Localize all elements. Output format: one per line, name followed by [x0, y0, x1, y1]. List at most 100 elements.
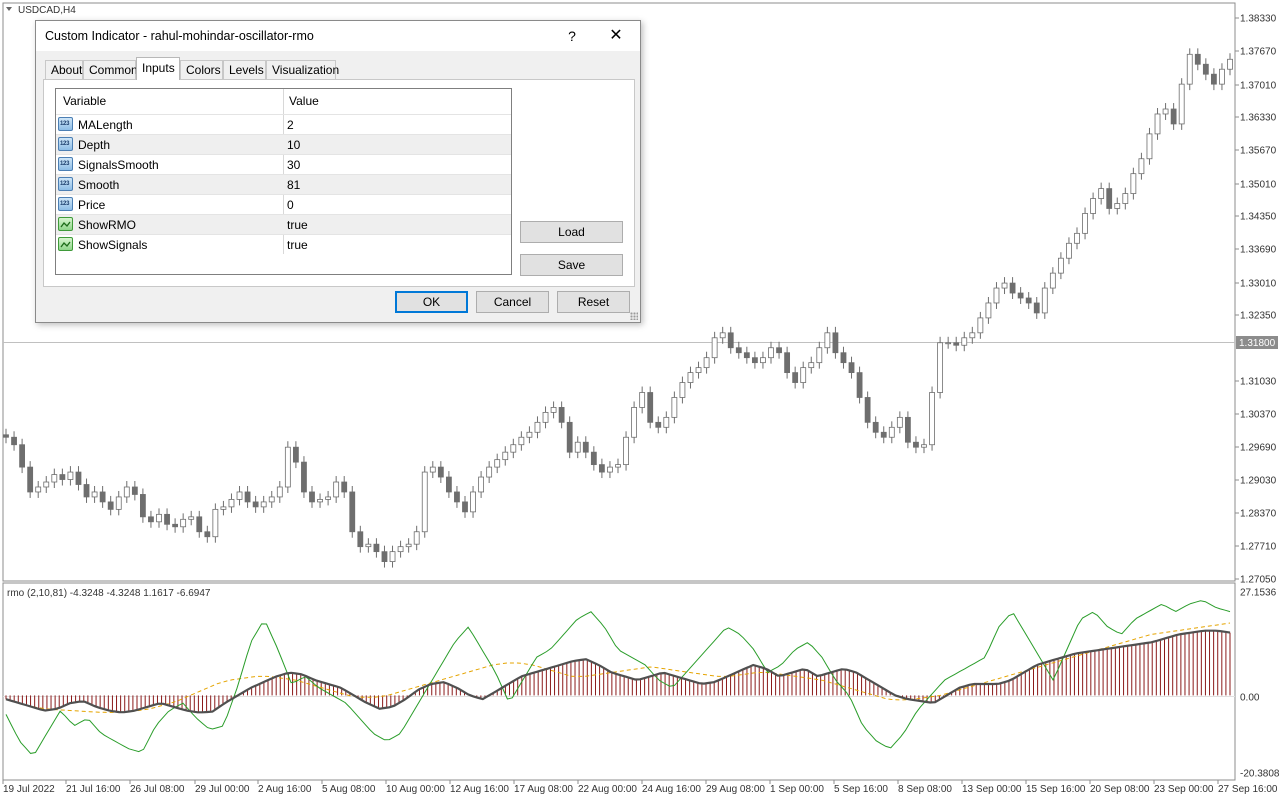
inputs-grid[interactable]: Variable Value 123 MALength 2 123 Depth 10 123… [55, 88, 512, 275]
bull-candle [212, 508, 219, 538]
bear-candle [19, 444, 26, 468]
input-row-price[interactable]: 123 Price 0 [56, 194, 511, 214]
column-value[interactable]: Value [289, 94, 319, 108]
input-row-showsignals[interactable]: ShowSignals true [56, 234, 511, 254]
tab-inputs[interactable]: Inputs [136, 57, 180, 80]
bear-candle [566, 421, 573, 453]
bull-candle [502, 451, 509, 461]
bear-candle [99, 491, 106, 503]
time-axis-label: 22 Aug 00:00 [578, 784, 637, 795]
input-row-smooth[interactable]: 123 Smooth 81 [56, 174, 511, 194]
price-axis-label: 1.38330 [1240, 14, 1277, 25]
bear-candle [204, 531, 211, 538]
bull-candle [276, 486, 283, 498]
time-axis-label: 8 Sep 08:00 [898, 784, 952, 795]
indicator-label: rmo (2,10,81) -4.3248 -4.3248 1.1617 -6.… [7, 588, 211, 599]
bear-candle [735, 347, 742, 354]
load-button[interactable]: Load [520, 221, 623, 243]
help-icon[interactable]: ? [568, 28, 576, 44]
bear-candle [1017, 292, 1024, 299]
column-variable[interactable]: Variable [63, 94, 107, 108]
reset-button[interactable]: Reset [557, 291, 630, 313]
bull-candle [1146, 133, 1153, 160]
bear-candle [582, 441, 589, 453]
resize-grip-icon[interactable] [630, 312, 638, 320]
column-divider [283, 89, 284, 254]
tab-about[interactable]: About [45, 60, 83, 79]
bull-candle [534, 421, 541, 433]
symbol-dropdown-icon[interactable] [6, 7, 12, 11]
bull-candle [1178, 83, 1185, 125]
bear-candle [148, 516, 154, 523]
bear-candle [244, 491, 251, 503]
bull-candle [993, 287, 1000, 304]
variable-value[interactable]: 0 [287, 198, 294, 212]
bear-candle [301, 461, 307, 493]
bull-candle [623, 436, 629, 466]
bull-candle [1049, 272, 1056, 289]
numeric-icon-text: 123 [60, 141, 70, 147]
bear-candle [655, 421, 662, 428]
bear-candle [164, 513, 170, 525]
bear-candle [880, 431, 887, 438]
bull-candle [35, 486, 42, 493]
bull-candle [1154, 113, 1161, 135]
bull-candle [945, 342, 952, 345]
variable-value[interactable]: 2 [287, 118, 294, 132]
bear-candle [913, 441, 919, 448]
bull-candle [486, 466, 493, 478]
bull-candle [115, 496, 122, 510]
current-price-label: 1.31800 [1239, 338, 1276, 349]
input-row-depth[interactable]: 123 Depth 10 [56, 134, 511, 154]
price-axis-label: 1.33010 [1240, 279, 1277, 290]
input-row-malength[interactable]: 123 MALength 2 [56, 114, 511, 134]
input-row-signalssmooth[interactable]: 123 SignalsSmooth 30 [56, 154, 511, 174]
tab-visualization[interactable]: Visualization [266, 60, 339, 79]
bull-candle [824, 332, 831, 349]
variable-value[interactable]: true [287, 238, 308, 252]
bear-candle [864, 397, 871, 423]
bull-candle [389, 551, 396, 562]
bear-candle [590, 451, 597, 466]
variable-value[interactable]: 10 [287, 138, 301, 152]
bull-candle [631, 407, 638, 438]
save-button[interactable]: Save [520, 254, 623, 276]
bull-candle [1138, 158, 1145, 175]
bear-candle [1025, 297, 1032, 304]
time-axis-label: 19 Jul 2022 [3, 784, 55, 795]
bull-candle [220, 506, 227, 510]
bull-candle [43, 481, 50, 488]
numeric-param-icon: 123 [58, 117, 73, 131]
tab-colors[interactable]: Colors [180, 60, 223, 79]
bear-candle [848, 362, 855, 374]
bull-candle [494, 459, 501, 468]
variable-value[interactable]: 30 [287, 158, 301, 172]
bear-candle [784, 352, 791, 374]
bear-candle [953, 342, 960, 346]
time-axis-label: 17 Aug 08:00 [514, 784, 573, 795]
bull-candle [405, 543, 412, 548]
bear-candle [1194, 53, 1201, 65]
time-axis-label: 10 Aug 00:00 [386, 784, 445, 795]
bull-candle [1066, 242, 1072, 259]
bull-candle [679, 382, 686, 398]
variable-value[interactable]: true [287, 218, 308, 232]
bull-candle [768, 347, 774, 359]
bear-candle [776, 347, 782, 354]
cancel-button[interactable]: Cancel [476, 291, 549, 313]
time-axis-label: 5 Aug 08:00 [322, 784, 376, 795]
bull-candle [687, 372, 694, 383]
close-icon[interactable]: ✕ [609, 27, 623, 44]
bear-candle [11, 436, 17, 446]
variable-value[interactable]: 81 [287, 178, 301, 192]
bear-candle [727, 332, 734, 349]
ok-button[interactable]: OK [395, 291, 468, 313]
price-axis-label: 1.29690 [1240, 443, 1277, 454]
input-row-showrmo[interactable]: ShowRMO true [56, 214, 511, 234]
numeric-param-icon: 123 [58, 177, 73, 191]
tab-common[interactable]: Common [83, 60, 138, 79]
tab-levels[interactable]: Levels [223, 60, 266, 79]
dialog-title-bar[interactable]: Custom Indicator - rahul-mohindar-oscill… [36, 21, 640, 51]
bull-candle [695, 367, 702, 374]
indicator-axis-label: -20.3808 [1240, 769, 1280, 780]
